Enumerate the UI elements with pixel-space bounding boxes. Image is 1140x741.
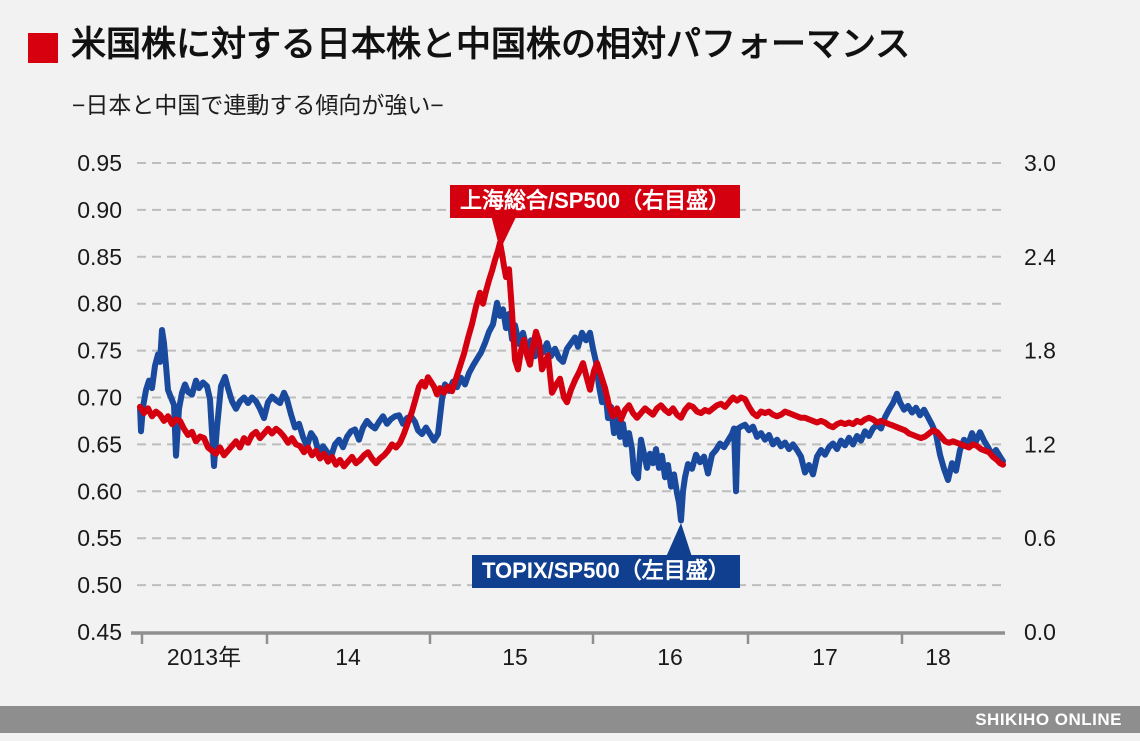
left-axis-tick-label: 0.80 (77, 291, 122, 317)
left-axis-tick-label: 0.55 (77, 525, 122, 551)
right-axis-tick-label: 3.0 (1024, 150, 1056, 176)
left-axis-tick-label: 0.60 (77, 478, 122, 504)
right-axis-tick-label: 1.8 (1024, 338, 1056, 364)
title-bullet-square-icon (28, 33, 58, 63)
x-axis-label: 18 (925, 644, 951, 670)
left-axis-tick-label: 0.90 (77, 197, 122, 223)
right-axis-tick-label: 0.6 (1024, 525, 1056, 551)
right-axis-tick-label: 0.0 (1024, 619, 1056, 645)
series-line-topix (137, 299, 1006, 524)
series-label-topix: TOPIX/SP500（左目盛） (472, 555, 740, 588)
x-axis-label: 16 (657, 644, 683, 670)
brand-text: SHIKIHO ONLINE (975, 709, 1122, 729)
footer-bar: SHIKIHO ONLINE (0, 706, 1140, 733)
series-label-shanghai: 上海総合/SP500（右目盛） (450, 185, 741, 218)
chart-title: 米国株に対する日本株と中国株の相対パフォーマンス (71, 25, 911, 64)
chart-subtitle: −日本と中国で連動する傾向が強い− (72, 92, 444, 118)
series-line-shanghai (137, 239, 1006, 470)
x-axis-label: 14 (335, 644, 361, 670)
x-axis-label: 17 (812, 644, 838, 670)
chart-header: 米国株に対する日本株と中国株の相対パフォーマンス (28, 25, 911, 65)
left-axis-tick-label: 0.85 (77, 244, 122, 270)
left-axis-tick-label: 0.95 (77, 150, 122, 176)
right-axis-tick-label: 1.2 (1024, 431, 1056, 457)
left-axis-tick-label: 0.65 (77, 431, 122, 457)
left-axis-tick-label: 0.45 (77, 619, 122, 645)
x-axis-label: 15 (502, 644, 528, 670)
left-axis-tick-label: 0.75 (77, 338, 122, 364)
right-axis-tick-label: 2.4 (1024, 244, 1056, 270)
left-axis-tick-label: 0.70 (77, 385, 122, 411)
series-label-topix-pointer-icon (666, 523, 692, 557)
left-axis-tick-label: 0.50 (77, 572, 122, 598)
x-axis-label: 2013年 (167, 644, 241, 670)
series-label-shanghai-pointer-icon (491, 215, 517, 250)
